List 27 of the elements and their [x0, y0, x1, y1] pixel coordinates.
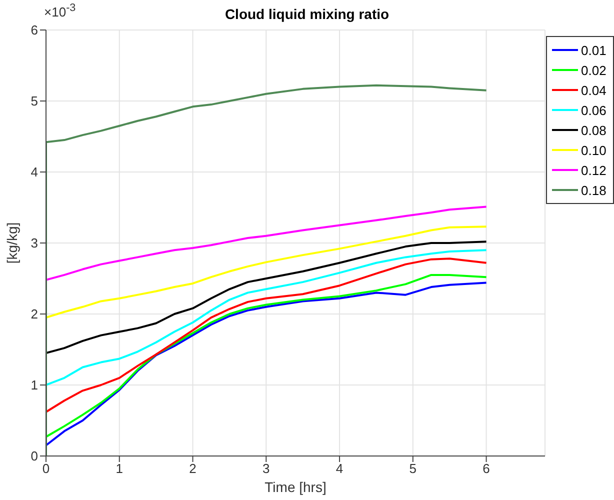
legend-label: 0.06 — [581, 102, 606, 118]
y-tick-label: 4 — [30, 164, 38, 180]
legend-label: 0.18 — [581, 182, 606, 198]
legend-label: 0.08 — [581, 122, 606, 138]
x-axis-title: Time [hrs] — [264, 479, 326, 495]
x-tick-label: 1 — [116, 461, 123, 476]
y-tick-label: 1 — [30, 378, 38, 393]
y-tick-label: 0 — [30, 448, 38, 464]
x-tick-label: 4 — [336, 461, 344, 476]
chart-title: Cloud liquid mixing ratio — [224, 6, 390, 22]
y-tick-label: 2 — [30, 306, 38, 322]
legend-label: 0.01 — [581, 42, 606, 58]
x-tick-label: 0 — [42, 461, 50, 476]
legend-label: 0.02 — [581, 62, 606, 78]
x-tick-label: 2 — [189, 461, 196, 476]
x-tick-label: 3 — [262, 461, 270, 476]
x-tick-label: 6 — [482, 461, 490, 476]
legend-label: 0.10 — [581, 142, 606, 158]
legend-label: 0.12 — [581, 162, 606, 178]
line-series — [46, 84, 488, 456]
y-axis-title: [kg/kg] — [4, 222, 20, 264]
x-tick-label: 5 — [409, 461, 417, 476]
y-tick-label: 5 — [30, 94, 38, 109]
y-tick-label: 3 — [30, 236, 38, 251]
y-tick-label: 6 — [30, 22, 38, 38]
legend-label: 0.04 — [581, 82, 606, 98]
text: ×10$^{-3}$ — [44, 2, 76, 20]
